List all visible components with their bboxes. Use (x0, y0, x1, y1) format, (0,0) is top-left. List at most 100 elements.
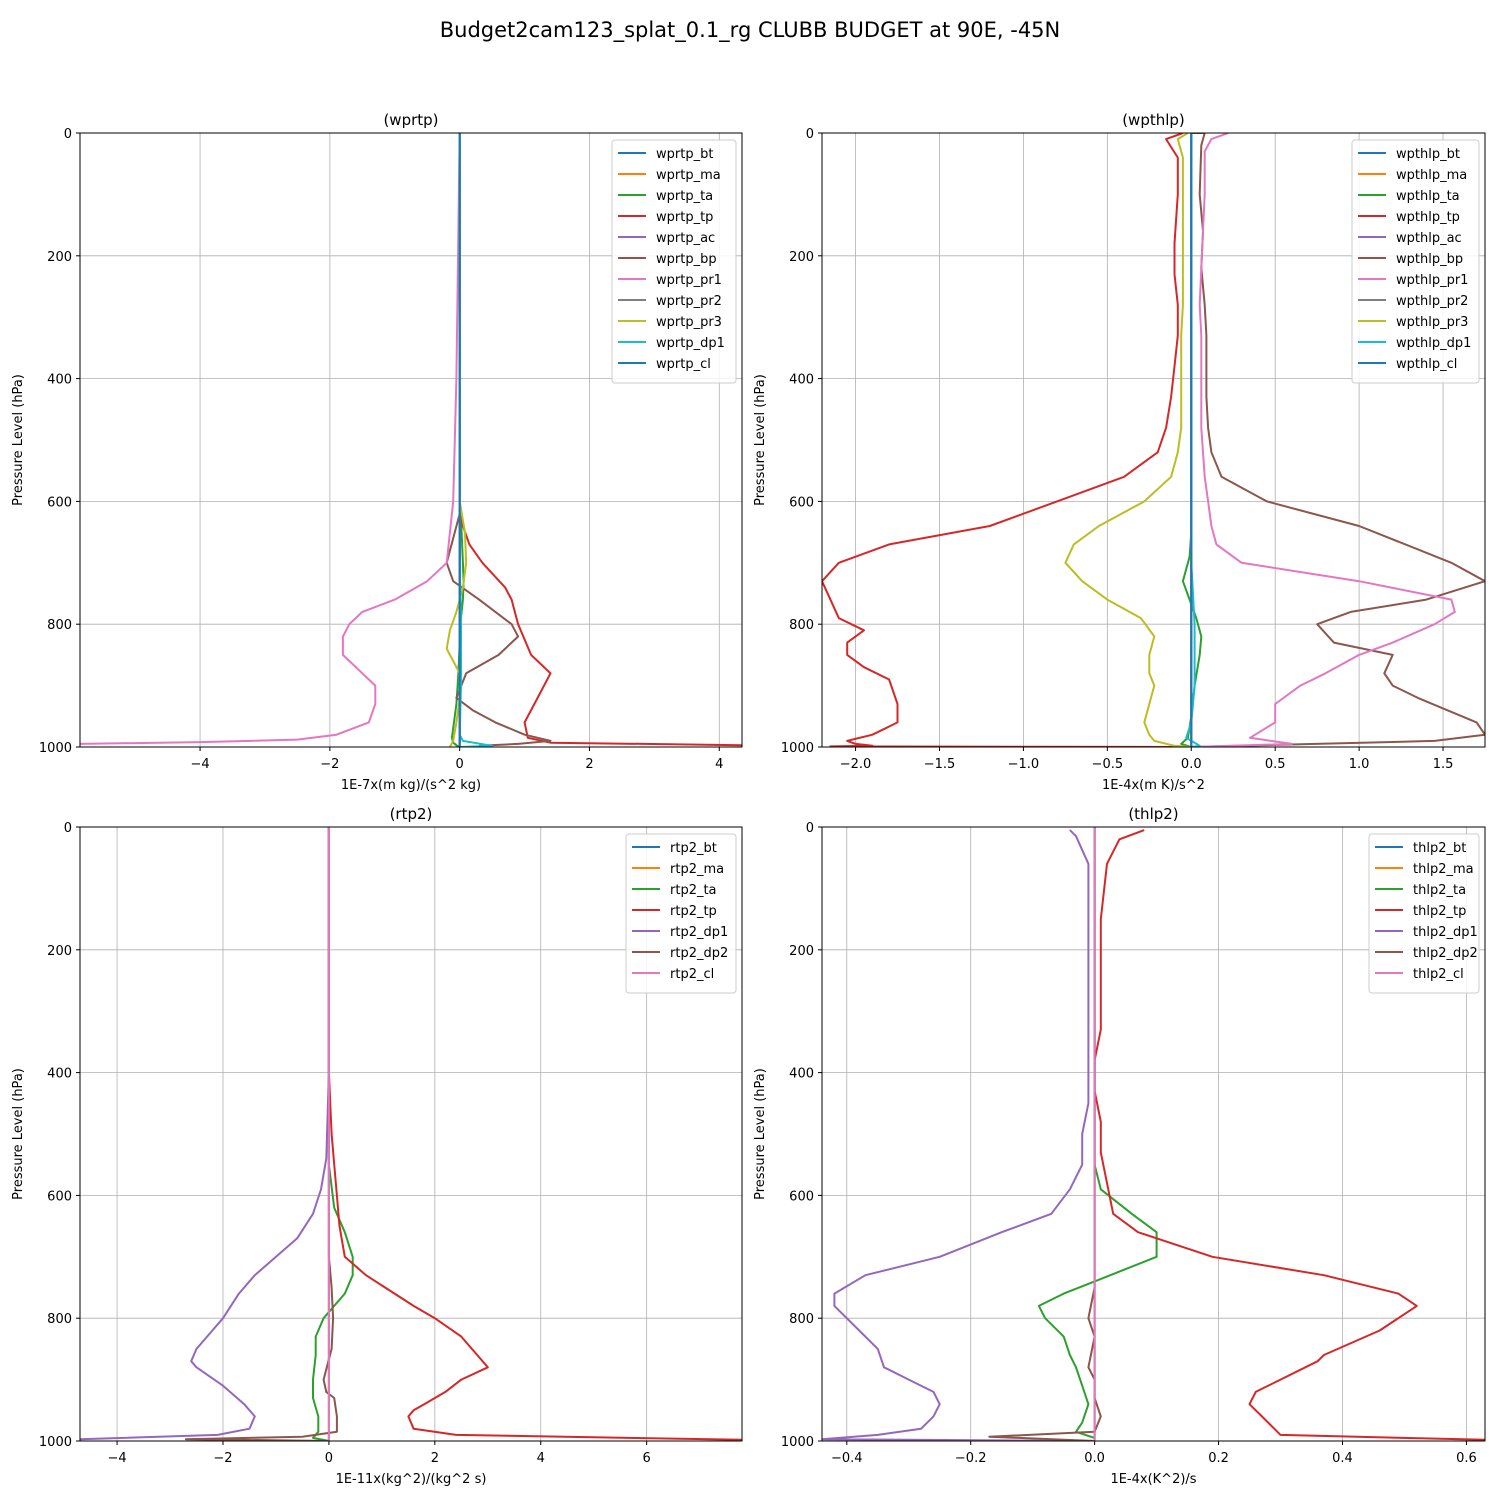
chart-1-legend-box (1351, 139, 1480, 384)
chart-2-legend-label: rtp2_dp2 (670, 946, 728, 961)
chart-0-legend-box (611, 139, 737, 384)
chart-1-plot-area (822, 133, 1485, 747)
chart-1-legend-label: wpthlp_pr1 (1396, 273, 1468, 288)
chart-3-legend-label: thlp2_ma (1413, 862, 1474, 877)
chart-0-xtick-label: −2 (320, 757, 339, 772)
chart-2-legend-label: rtp2_dp1 (670, 925, 728, 940)
chart-1-ytick-label: 400 (789, 373, 814, 388)
chart-0-legend-label: wprtp_ac (656, 231, 715, 246)
chart-1-ytick-label: 0 (806, 127, 814, 142)
chart-0-series-wprtp_pr3 (445, 133, 468, 747)
chart-2-xlabel: 1E-11x(kg^2)/(kg^2 s) (336, 1472, 487, 1487)
chart-1-series-wpthlp_pr1 (1191, 133, 1456, 747)
chart-1-ylabel: Pressure Level (hPa) (753, 374, 768, 506)
chart-3-series-thlp2_ta (1037, 827, 1158, 1439)
chart-2-legend-label: rtp2_cl (670, 967, 714, 982)
chart-2-ytick-label: 1000 (39, 1435, 72, 1450)
chart-1-title: (wpthlp) (1122, 111, 1185, 129)
chart-1-ytick-label: 1000 (781, 741, 814, 756)
chart-1-xtick-label: 0.0 (1181, 757, 1202, 772)
chart-2-ytick-label: 800 (47, 1312, 72, 1327)
chart-2-legend: rtp2_bt rtp2_ma rtp2_ta rtp2_tp rtp2_dp1 rtp2… (625, 833, 737, 994)
chart-1-axes-frame (821, 132, 1486, 748)
chart-3: −0.4 −0.2 0.0 0.2 0.4 0.6 0 200 400 600 800 1000 (th… (753, 805, 1486, 1487)
chart-3-xtick-label: 0.6 (1456, 1451, 1477, 1466)
chart-0-xtick-label: 0 (456, 757, 464, 772)
chart-1-legend: wpthlp_bt wpthlp_ma wpthlp_ta wpthlp_tpwpth… (1351, 139, 1480, 384)
chart-1-legend-label: wpthlp_ta (1396, 189, 1460, 204)
chart-0-ytick-label: 200 (47, 250, 72, 265)
chart-1-legend-label: wpthlp_pr2 (1396, 294, 1468, 309)
chart-3-series-thlp2_dp1 (822, 829, 1095, 1441)
chart-3-legend: thlp2_bt thlp2_ma thlp2_ta thlp2_tp thlp2_dp… (1368, 833, 1480, 994)
chart-0-ytick-label: 1000 (39, 741, 72, 756)
chart-1-legend-label: wpthlp_ac (1396, 231, 1462, 246)
chart-0-legend-label: wprtp_bp (656, 252, 717, 267)
chart-0-legend-label: wprtp_tp (656, 210, 713, 225)
chart-0-legend-label: wprtp_ta (656, 189, 713, 204)
chart-2-xtick-label: 2 (431, 1451, 439, 1466)
chart-3-xtick-label: 0.4 (1332, 1451, 1353, 1466)
chart-0-ylabel: Pressure Level (hPa) (11, 374, 26, 506)
chart-0-legend: wprtp_bt wprtp_ma wprtp_ta wprtp_tp wprtp_ac… (611, 139, 737, 384)
chart-1-series-wpthlp_pr3 (1064, 133, 1192, 747)
chart-1-xtick-label: −1.0 (1008, 757, 1040, 772)
chart-3-legend-label: thlp2_tp (1413, 904, 1466, 919)
chart-1-xtick-label: −1.5 (924, 757, 956, 772)
chart-2-ytick-label: 0 (64, 821, 72, 836)
chart-3-xtick-label: −0.4 (831, 1451, 863, 1466)
chart-1-xtick-label: −0.5 (1092, 757, 1124, 772)
chart-3-title: (thlp2) (1128, 805, 1178, 823)
chart-2-xtick-label: −4 (107, 1451, 126, 1466)
chart-3-series-thlp2_tp (1093, 829, 1485, 1441)
chart-3-ylabel: Pressure Level (hPa) (753, 1068, 768, 1200)
chart-0-legend-label: wprtp_cl (656, 357, 711, 372)
chart-1-series-wpthlp_tp (822, 133, 1192, 747)
chart-1-legend-label: wpthlp_cl (1396, 357, 1457, 372)
chart-0-legend-label: wprtp_pr3 (656, 315, 722, 330)
chart-2-xtick-label: 0 (325, 1451, 333, 1466)
chart-0-xlabel: 1E-7x(m kg)/(s^2 kg) (341, 778, 481, 793)
chart-0-ytick-label: 0 (64, 127, 72, 142)
chart-0-legend-label: wprtp_bt (656, 147, 713, 162)
chart-0-legend-label: wprtp_dp1 (656, 336, 725, 351)
figure-suptitle: Budget2cam123_splat_0.1_rg CLUBB BUDGET … (440, 18, 1061, 43)
chart-2-series-rtp2_tp (327, 827, 742, 1441)
chart-3-axes-frame (821, 826, 1486, 1442)
chart-0-xtick-label: 2 (585, 757, 593, 772)
chart-1-legend-label: wpthlp_dp1 (1396, 336, 1471, 351)
chart-2-xtick-label: 6 (643, 1451, 651, 1466)
chart-1-xtick-label: 1.5 (1433, 757, 1454, 772)
chart-1-ytick-label: 800 (789, 618, 814, 633)
chart-3-xtick-label: 0.2 (1208, 1451, 1229, 1466)
chart-2-ylabel: Pressure Level (hPa) (11, 1068, 26, 1200)
chart-1-ytick-label: 600 (789, 495, 814, 510)
chart-3-ytick-label: 200 (789, 944, 814, 959)
chart-3-legend-label: thlp2_ta (1413, 883, 1466, 898)
chart-3-ytick-label: 800 (789, 1312, 814, 1327)
chart-2-ytick-label: 600 (47, 1189, 72, 1204)
chart-2-xtick-label: 4 (537, 1451, 545, 1466)
chart-1-legend-label: wpthlp_bp (1396, 252, 1463, 267)
chart-3-ytick-label: 1000 (781, 1435, 814, 1450)
chart-0-axes-frame (79, 132, 743, 748)
chart-1: −2.0 −1.5 −1.0 −0.5 0.0 0.5 1.0 1.5 0 200 400 600 80… (753, 111, 1486, 793)
chart-2-legend-label: rtp2_ma (670, 862, 724, 877)
chart-3-xlabel: 1E-4x(K^2)/s (1110, 1472, 1196, 1487)
chart-3-legend-label: thlp2_bt (1413, 841, 1466, 856)
chart-3-legend-label: thlp2_dp1 (1413, 925, 1478, 940)
chart-1-xtick-label: −2.0 (840, 757, 872, 772)
chart-2-series-rtp2_ta (312, 827, 354, 1441)
chart-3-ytick-label: 600 (789, 1189, 814, 1204)
chart-2-legend-label: rtp2_ta (670, 883, 717, 898)
chart-1-xlabel: 1E-4x(m K)/s^2 (1102, 778, 1205, 793)
chart-3-legend-box (1368, 833, 1480, 994)
chart-0: −4 −2 0 2 4 0 200 400 600 800 1000 (wprtp) 1E-7x(m k… (11, 111, 743, 793)
chart-3-legend-label: thlp2_dp2 (1413, 946, 1478, 961)
chart-0-series-wprtp_pr1 (80, 133, 461, 745)
chart-3-ytick-label: 0 (806, 821, 814, 836)
chart-1-legend-label: wpthlp_bt (1396, 147, 1460, 162)
chart-1-legend-label: wpthlp_pr3 (1396, 315, 1468, 330)
